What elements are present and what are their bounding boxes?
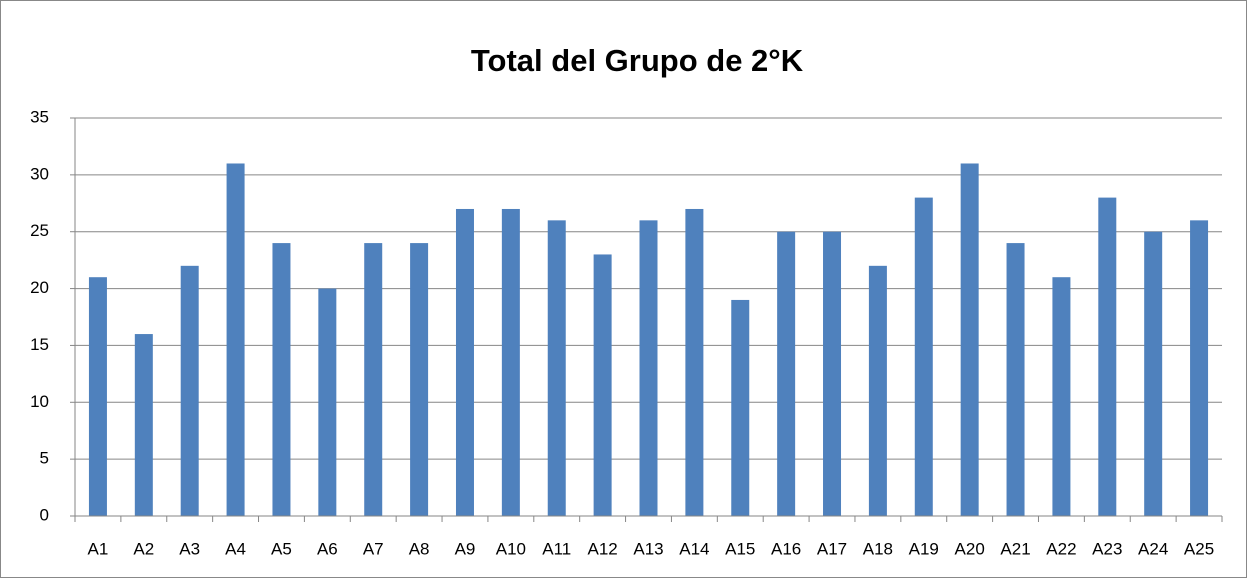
bar <box>226 163 245 516</box>
x-tick-label: A18 <box>863 539 893 558</box>
x-tick-label: A4 <box>225 539 246 558</box>
x-tick-label: A9 <box>455 539 476 558</box>
x-tick-label: A17 <box>817 539 847 558</box>
x-tick-label: A11 <box>542 539 571 558</box>
bar <box>272 243 291 517</box>
x-tick-label: A5 <box>271 539 292 558</box>
y-tick-label: 10 <box>30 392 49 411</box>
x-tick-label: A24 <box>1138 539 1168 558</box>
x-tick-label: A14 <box>679 539 709 558</box>
bar <box>410 243 429 517</box>
bar <box>318 288 337 516</box>
bar <box>1144 231 1163 516</box>
bar <box>823 231 842 516</box>
x-tick-label: A15 <box>725 539 755 558</box>
x-tick-label: A21 <box>1000 539 1030 558</box>
bar <box>960 163 979 516</box>
x-tick-label: A20 <box>955 539 985 558</box>
x-tick-label: A22 <box>1046 539 1076 558</box>
bar <box>455 208 474 516</box>
y-tick-label: 15 <box>30 335 49 354</box>
x-tick-label: A23 <box>1092 539 1122 558</box>
x-tick-label: A3 <box>179 539 200 558</box>
bar <box>731 299 750 516</box>
bar <box>501 208 520 516</box>
bar <box>914 197 933 516</box>
x-tick-label: A10 <box>496 539 526 558</box>
x-tick-label: A8 <box>409 539 430 558</box>
y-tick-label: 30 <box>30 164 49 183</box>
x-tick-label: A12 <box>587 539 617 558</box>
bar <box>639 220 658 517</box>
y-tick-label: 5 <box>40 449 49 468</box>
y-tick-label: 0 <box>40 505 49 524</box>
bar <box>685 208 704 516</box>
bar <box>1190 220 1209 517</box>
bar <box>180 265 199 516</box>
bar <box>1006 243 1025 517</box>
bar <box>777 231 796 516</box>
x-tick-label: A19 <box>909 539 939 558</box>
y-tick-label: 20 <box>30 278 49 297</box>
y-tick-label: 25 <box>30 221 49 240</box>
bar <box>1052 277 1071 516</box>
chart-title: Total del Grupo de 2°K <box>471 43 804 78</box>
bar <box>547 220 566 517</box>
bar <box>868 265 887 516</box>
x-tick-label: A16 <box>771 539 801 558</box>
y-tick-label: 35 <box>30 107 49 126</box>
bar <box>364 243 383 517</box>
bar <box>593 254 612 516</box>
bar <box>88 277 107 516</box>
x-tick-label: A1 <box>88 539 109 558</box>
bar <box>1098 197 1117 516</box>
x-tick-label: A2 <box>133 539 154 558</box>
bar <box>134 334 153 516</box>
x-tick-label: A6 <box>317 539 338 558</box>
x-tick-label: A25 <box>1184 539 1214 558</box>
x-tick-label: A13 <box>633 539 663 558</box>
x-tick-label: A7 <box>363 539 384 558</box>
